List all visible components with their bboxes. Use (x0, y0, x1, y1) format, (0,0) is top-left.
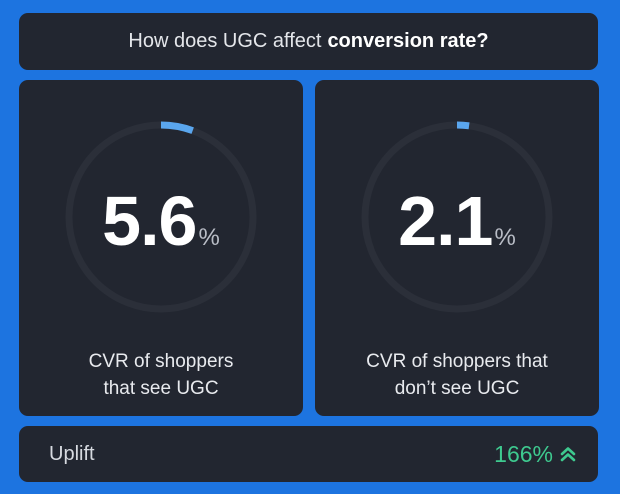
stat-card-see-ugc: 5.6 % CVR of shoppers that see UGC (19, 80, 303, 416)
double-chevron-up-icon (560, 447, 576, 462)
header-emphasis: conversion rate? (327, 30, 489, 52)
stat-number: 5.6 (102, 182, 197, 260)
stat-card-no-ugc: 2.1 % CVR of shoppers that don’t see UGC (315, 80, 599, 416)
progress-ring-arc (361, 121, 553, 313)
stat-caption-line2: don’t see UGC (394, 378, 520, 399)
stat-value: 2.1 % (315, 186, 599, 256)
stat-unit: % (494, 224, 516, 251)
stat-caption: CVR of shoppers that don’t see UGC (315, 348, 599, 402)
stat-caption: CVR of shoppers that see UGC (19, 348, 303, 402)
stat-caption-line2: that see UGC (103, 378, 219, 399)
progress-ring (61, 117, 261, 317)
progress-ring-graphic (65, 121, 257, 313)
stat-number: 2.1 (398, 182, 493, 260)
uplift-value-group: 166% (494, 441, 577, 468)
uplift-bar: Uplift 166% (19, 426, 598, 482)
progress-ring-arc (65, 121, 257, 313)
stat-value: 5.6 % (19, 186, 303, 256)
progress-ring-graphic (361, 121, 553, 313)
progress-ring (357, 117, 557, 317)
header-prefix: How does UGC affect (128, 30, 322, 52)
uplift-value: 166% (494, 440, 553, 467)
stat-caption-line1: CVR of shoppers that (366, 351, 548, 372)
stat-unit: % (198, 224, 220, 251)
stat-caption-line1: CVR of shoppers (88, 351, 234, 372)
question-header: How does UGC affect conversion rate? (19, 13, 598, 70)
uplift-label: Uplift (49, 442, 95, 465)
